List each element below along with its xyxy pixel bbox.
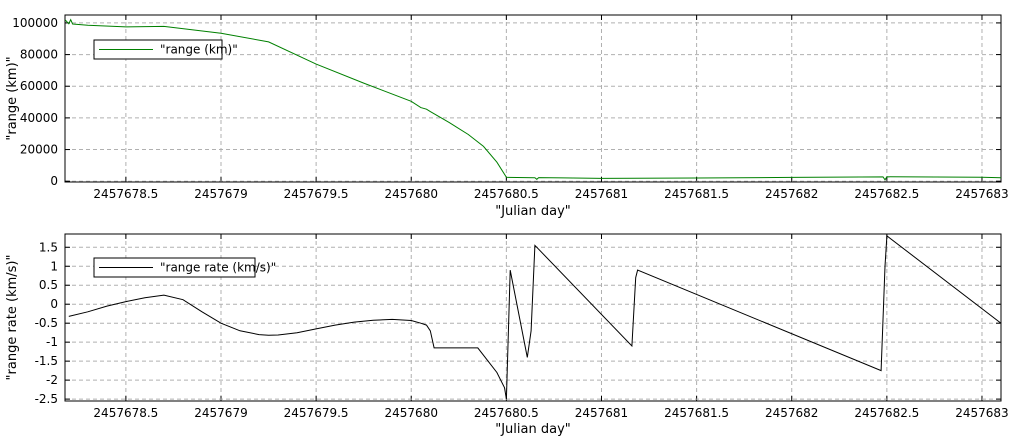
x-axis-title: "Julian day" (495, 204, 571, 219)
x-tick-label: 2457678.5 (93, 187, 158, 201)
x-tick-label: 2457680.5 (474, 187, 539, 201)
y-tick-label: 1 (50, 259, 58, 273)
y-tick-label: 0 (50, 174, 58, 188)
chart-panel-2: 2457678.5 2457679 2457679.5 2457680 2457680.… (5, 233, 1009, 437)
x-tick-label: 2457679.5 (284, 406, 349, 420)
x-tick-label: 2457679.5 (284, 187, 349, 201)
x-tick-label: 2457683 (955, 187, 1008, 201)
y-tick-label: -2.5 (35, 392, 58, 406)
chart-panel-1: 2457678.5 2457679 2457679.5 2457680 2457680.… (5, 14, 1009, 219)
x-tick-label: 2457682.5 (854, 406, 919, 420)
y-tick-label: 40000 (20, 111, 58, 125)
plot-frame (64, 14, 1002, 183)
y-tick-label: 60000 (20, 79, 58, 93)
legend-label: "range rate (km/s)" (160, 261, 276, 275)
y-tick-label: -0.5 (35, 316, 58, 330)
x-tick-label: 2457681 (575, 187, 628, 201)
y-tick-label: -1 (46, 335, 58, 349)
x-tick-label: 2457682.5 (854, 187, 919, 201)
y-tick-label: 1.5 (39, 240, 58, 254)
x-tick-label: 2457679 (194, 406, 247, 420)
legend-box (93, 257, 256, 278)
x-tick-label: 2457678.5 (93, 406, 158, 420)
plot-frame (64, 233, 1002, 402)
y-tick-label: 20000 (20, 143, 58, 157)
y-axis-title: "range (km)" (5, 56, 20, 140)
y-tick-label: -2 (46, 373, 58, 387)
x-tick-label: 2457680.5 (474, 406, 539, 420)
x-tick-label: 2457683 (955, 406, 1008, 420)
series-line-1 (65, 18, 1001, 181)
legend: "range rate (km/s)" (93, 257, 276, 278)
y-tick-label: 80000 (20, 48, 58, 62)
x-tick-label: 2457680 (385, 187, 438, 201)
x-tick-label: 2457681 (575, 406, 628, 420)
x-tick-label: 2457681.5 (664, 187, 729, 201)
y-tick-label: 0.5 (39, 278, 58, 292)
x-tick-label: 2457680 (385, 406, 438, 420)
y-axis-title: "range rate (km/s)" (5, 255, 20, 381)
x-tick-label: 2457682 (765, 406, 818, 420)
y-tick-label: 0 (50, 297, 58, 311)
legend-box (93, 39, 223, 60)
x-axis-title: "Julian day" (495, 422, 571, 437)
x-tick-label: 2457679 (194, 187, 247, 201)
y-tick-label: 100000 (12, 16, 58, 30)
x-tick-label: 2457681.5 (664, 406, 729, 420)
legend-label: "range (km)" (160, 43, 238, 57)
y-tick-label: -1.5 (35, 354, 58, 368)
series-line-1 (68, 234, 1001, 400)
x-tick-label: 2457682 (765, 187, 818, 201)
legend: "range (km)" (93, 39, 238, 60)
